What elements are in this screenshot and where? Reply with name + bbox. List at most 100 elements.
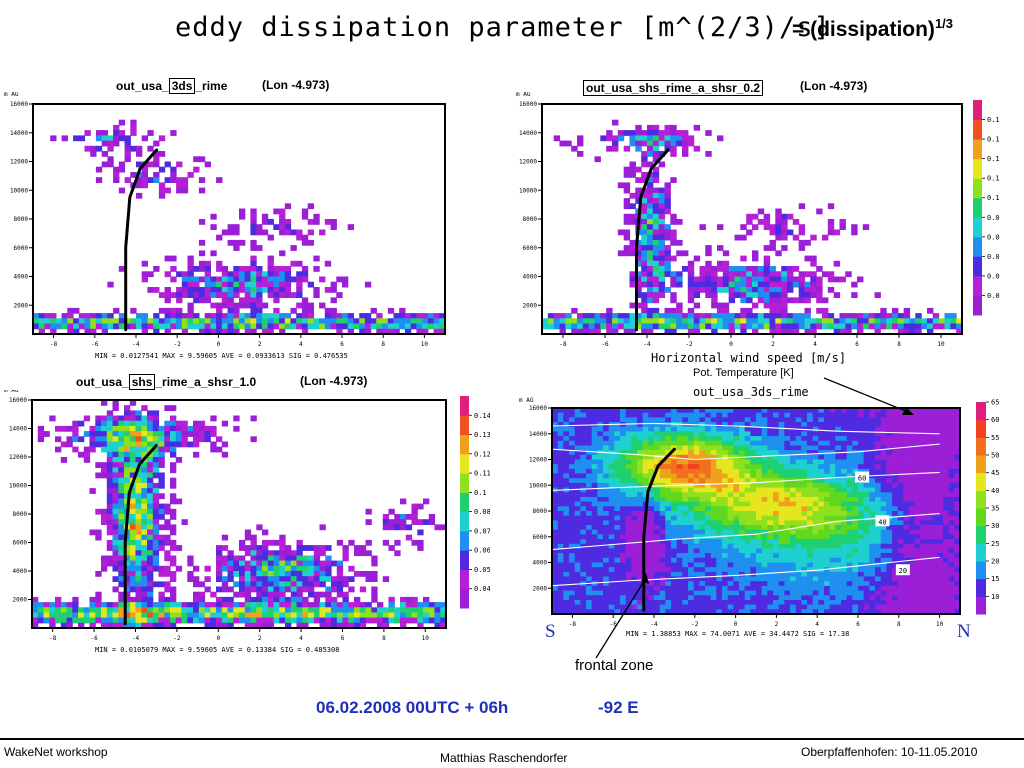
field-cell	[812, 450, 819, 456]
field-cell	[652, 177, 660, 183]
field-cell	[296, 602, 303, 608]
field-cell	[767, 487, 774, 493]
field-cell	[775, 213, 782, 220]
field-cell	[682, 525, 689, 531]
field-cell	[739, 501, 746, 507]
field-cell	[147, 482, 154, 489]
field-cell	[937, 487, 944, 493]
field-cell	[164, 436, 171, 443]
field-cell	[699, 501, 706, 507]
field-cell	[319, 550, 326, 557]
field-cell	[699, 417, 706, 423]
field-cell	[164, 612, 171, 619]
field-cell	[405, 612, 413, 619]
field-cell	[66, 425, 73, 432]
field-cell	[135, 545, 142, 551]
field-cell	[557, 553, 564, 559]
field-cell	[577, 328, 584, 335]
field-cell	[124, 318, 131, 325]
field-cell	[296, 612, 303, 619]
field-cell	[124, 472, 131, 479]
field-cell	[124, 431, 131, 437]
field-cell	[382, 328, 389, 335]
field-cell	[164, 297, 171, 304]
field-cell	[106, 508, 114, 515]
field-cell	[795, 445, 802, 451]
field-cell	[250, 271, 257, 278]
field-cell	[739, 525, 746, 531]
field-cell	[250, 550, 257, 557]
field-cell	[875, 482, 882, 489]
field-cell	[858, 548, 865, 554]
field-cell	[812, 487, 819, 493]
x-tick-label: 4	[299, 635, 303, 642]
field-cell	[577, 323, 584, 330]
field-cell	[716, 487, 723, 493]
field-cell	[845, 313, 852, 319]
field-cell	[181, 436, 188, 443]
field-cell	[164, 328, 171, 335]
field-cell	[250, 213, 257, 220]
field-cell	[273, 602, 280, 608]
field-cell	[410, 313, 417, 319]
field-cell	[909, 487, 916, 493]
field-cell	[574, 511, 581, 517]
colorbar-segment	[973, 295, 982, 316]
field-cell	[135, 519, 142, 525]
field-cell	[221, 612, 229, 619]
field-cell	[342, 550, 349, 557]
field-cell	[665, 412, 672, 418]
field-cell	[631, 525, 638, 531]
field-cell	[158, 431, 165, 437]
x-tick-label: -4	[132, 341, 140, 348]
field-cell	[376, 323, 383, 330]
field-cell	[216, 287, 223, 293]
field-cell	[273, 297, 280, 304]
field-cell	[557, 520, 564, 526]
field-cell	[647, 198, 654, 204]
field-cell	[118, 519, 125, 525]
field-cell	[221, 441, 229, 448]
field-cell	[170, 425, 177, 432]
field-cell	[164, 431, 171, 437]
field-cell	[824, 417, 831, 423]
field-cell	[261, 328, 269, 335]
field-cell	[824, 468, 831, 475]
field-cell	[909, 529, 916, 535]
field-cell	[557, 478, 564, 484]
field-cell	[603, 468, 610, 475]
field-cell	[106, 498, 114, 505]
field-cell	[869, 440, 876, 447]
field-cell	[591, 515, 598, 521]
field-cell	[553, 318, 561, 325]
field-cell	[227, 302, 234, 309]
field-cell	[790, 548, 797, 554]
field-cell	[711, 302, 718, 309]
field-cell	[147, 571, 154, 577]
field-cell	[33, 323, 40, 330]
field-cell	[124, 140, 131, 147]
field-cell	[746, 318, 753, 325]
field-cell	[818, 534, 825, 540]
field-cell	[787, 266, 794, 272]
field-cell	[290, 318, 297, 325]
field-cell	[769, 266, 776, 272]
field-cell	[158, 323, 166, 330]
field-cell	[557, 445, 564, 451]
field-cell	[256, 229, 263, 236]
field-cell	[835, 468, 842, 475]
field-cell	[773, 520, 780, 526]
field-cell	[124, 405, 131, 411]
field-cell	[892, 529, 899, 535]
field-cell	[716, 408, 723, 414]
field-cell	[586, 497, 593, 503]
field-cell	[256, 302, 263, 309]
field-cell	[625, 534, 632, 540]
field-cell	[727, 440, 734, 447]
field-cell	[580, 417, 587, 423]
field-cell	[943, 445, 950, 451]
field-cell	[175, 617, 183, 624]
field-cell	[693, 328, 701, 335]
field-cell	[631, 440, 638, 447]
field-cell	[781, 302, 788, 309]
